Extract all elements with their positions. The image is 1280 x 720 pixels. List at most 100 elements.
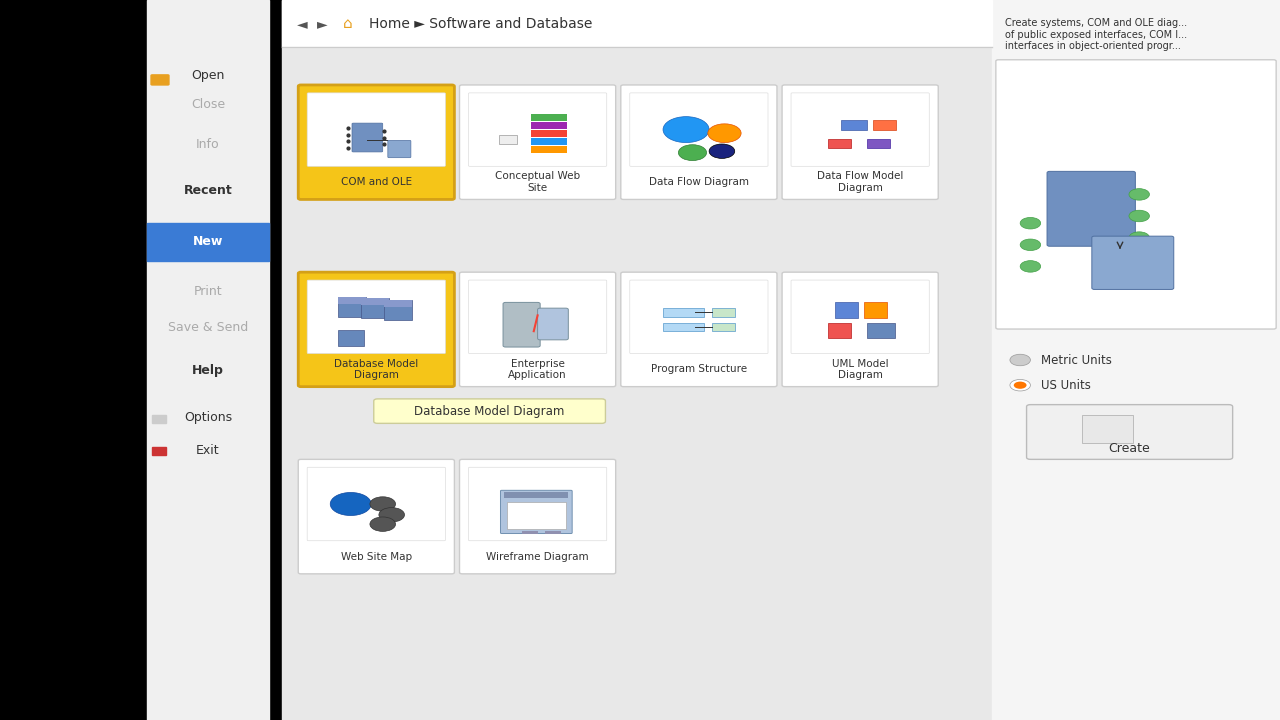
Circle shape xyxy=(1020,261,1041,272)
Text: Close: Close xyxy=(191,98,225,111)
Bar xyxy=(835,302,858,318)
Bar xyxy=(338,297,366,317)
Bar xyxy=(531,146,567,153)
Bar xyxy=(152,447,166,455)
Bar xyxy=(384,300,412,307)
Bar xyxy=(873,120,896,130)
Bar xyxy=(712,323,735,331)
FancyBboxPatch shape xyxy=(151,75,169,85)
Circle shape xyxy=(1010,379,1030,391)
Circle shape xyxy=(663,117,709,143)
Text: Database Model Diagram: Database Model Diagram xyxy=(415,405,564,418)
FancyBboxPatch shape xyxy=(996,60,1276,329)
Bar xyxy=(507,502,566,529)
FancyBboxPatch shape xyxy=(782,85,938,199)
Bar xyxy=(841,120,867,130)
Text: Conceptual Web
Site: Conceptual Web Site xyxy=(495,171,580,193)
Bar xyxy=(282,0,992,720)
Text: Options: Options xyxy=(184,411,232,424)
Circle shape xyxy=(708,124,741,143)
Text: UML Model
Diagram: UML Model Diagram xyxy=(832,359,888,380)
Text: Enterprise
Application: Enterprise Application xyxy=(508,359,567,380)
Circle shape xyxy=(1010,354,1030,366)
FancyBboxPatch shape xyxy=(460,272,616,387)
FancyBboxPatch shape xyxy=(1092,236,1174,289)
Bar xyxy=(361,298,389,318)
Bar xyxy=(152,415,166,423)
Text: ►: ► xyxy=(317,17,328,31)
Circle shape xyxy=(1020,217,1041,229)
FancyBboxPatch shape xyxy=(782,272,938,387)
FancyBboxPatch shape xyxy=(499,135,517,144)
Bar xyxy=(867,323,895,338)
FancyBboxPatch shape xyxy=(460,459,616,574)
FancyBboxPatch shape xyxy=(791,280,929,354)
Text: Open: Open xyxy=(191,69,225,82)
Circle shape xyxy=(1020,239,1041,251)
Text: Data Flow Model
Diagram: Data Flow Model Diagram xyxy=(817,171,904,193)
FancyBboxPatch shape xyxy=(352,123,383,152)
Text: US Units: US Units xyxy=(1041,379,1091,392)
Bar xyxy=(712,308,735,317)
Bar xyxy=(338,297,366,304)
FancyBboxPatch shape xyxy=(621,272,777,387)
FancyBboxPatch shape xyxy=(298,85,454,199)
Text: COM and OLE: COM and OLE xyxy=(340,177,412,187)
Text: Create: Create xyxy=(1108,442,1151,455)
Bar xyxy=(867,139,890,148)
Text: Data Flow Diagram: Data Flow Diagram xyxy=(649,177,749,187)
Bar xyxy=(663,323,704,331)
FancyBboxPatch shape xyxy=(298,459,454,574)
Text: Recent: Recent xyxy=(183,184,233,197)
Text: Info: Info xyxy=(196,138,220,150)
Text: ◄: ◄ xyxy=(297,17,307,31)
Text: Wireframe Diagram: Wireframe Diagram xyxy=(486,552,589,562)
FancyBboxPatch shape xyxy=(621,85,777,199)
Text: Help: Help xyxy=(192,364,224,377)
Circle shape xyxy=(1129,232,1149,243)
FancyBboxPatch shape xyxy=(307,93,445,166)
Circle shape xyxy=(330,492,371,516)
Bar xyxy=(828,323,851,338)
FancyBboxPatch shape xyxy=(468,93,607,166)
Bar xyxy=(531,138,567,145)
Circle shape xyxy=(1129,189,1149,200)
Bar xyxy=(147,223,269,261)
FancyBboxPatch shape xyxy=(630,280,768,354)
Circle shape xyxy=(370,517,396,531)
FancyBboxPatch shape xyxy=(1047,171,1135,246)
Circle shape xyxy=(1014,382,1027,389)
Circle shape xyxy=(379,508,404,522)
Bar xyxy=(992,0,1280,720)
Text: Program Structure: Program Structure xyxy=(650,364,748,374)
Bar xyxy=(545,531,561,534)
Bar xyxy=(147,0,269,720)
FancyBboxPatch shape xyxy=(1082,415,1133,443)
FancyBboxPatch shape xyxy=(307,280,445,354)
FancyBboxPatch shape xyxy=(374,399,605,423)
FancyBboxPatch shape xyxy=(503,302,540,347)
Bar xyxy=(338,330,364,346)
Circle shape xyxy=(678,145,707,161)
Text: Web Site Map: Web Site Map xyxy=(340,552,412,562)
FancyBboxPatch shape xyxy=(468,467,607,541)
Text: Database Model
Diagram: Database Model Diagram xyxy=(334,359,419,380)
Text: Save & Send: Save & Send xyxy=(168,321,248,334)
FancyBboxPatch shape xyxy=(1027,405,1233,459)
FancyBboxPatch shape xyxy=(388,140,411,158)
FancyBboxPatch shape xyxy=(538,308,568,340)
Text: Exit: Exit xyxy=(196,444,220,456)
Text: Metric Units: Metric Units xyxy=(1041,354,1111,366)
Bar xyxy=(864,302,887,318)
Circle shape xyxy=(370,497,396,511)
Bar xyxy=(531,122,567,129)
Bar xyxy=(0,0,147,720)
Text: Home ► Software and Database: Home ► Software and Database xyxy=(369,17,593,31)
Text: Print: Print xyxy=(193,285,223,298)
Bar xyxy=(828,139,851,148)
Bar xyxy=(531,130,567,137)
Circle shape xyxy=(709,144,735,158)
FancyBboxPatch shape xyxy=(460,85,616,199)
FancyBboxPatch shape xyxy=(298,272,454,387)
Bar xyxy=(663,308,704,317)
